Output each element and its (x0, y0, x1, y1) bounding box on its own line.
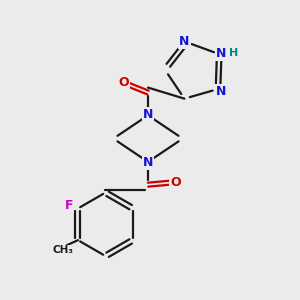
Text: N: N (143, 108, 153, 121)
Text: N: N (179, 35, 190, 48)
Text: O: O (170, 176, 181, 189)
Text: CH₃: CH₃ (52, 245, 74, 255)
Text: N: N (216, 85, 226, 98)
Text: O: O (118, 76, 129, 89)
Text: F: F (65, 199, 73, 212)
Text: H: H (229, 48, 239, 58)
Text: N: N (216, 46, 226, 60)
Text: N: N (143, 156, 153, 170)
